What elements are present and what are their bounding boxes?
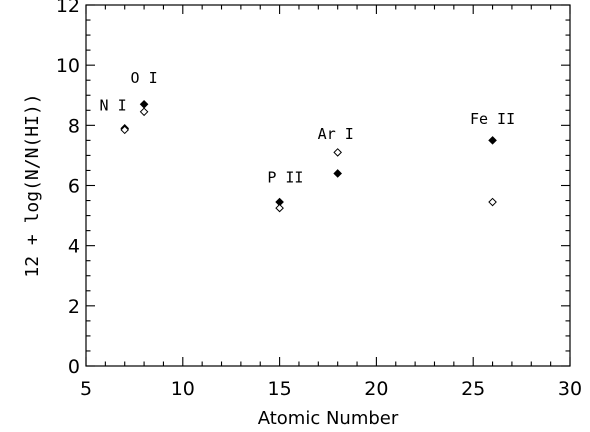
y-tick-label: 2 — [68, 296, 80, 318]
axis-ticks — [85, 4, 571, 367]
y-tick-label: 0 — [68, 356, 80, 378]
element-annotation: N I — [100, 96, 127, 114]
open-diamond-point — [333, 148, 342, 157]
filled-diamond-point — [488, 136, 497, 145]
x-tick-label: 25 — [461, 378, 485, 400]
x-tick-label: 30 — [558, 378, 582, 400]
open-diamond-point — [120, 125, 130, 135]
y-axis-label: 12 + log(N/N(HI)) — [22, 93, 43, 277]
x-tick-label: 15 — [268, 378, 292, 400]
filled-diamond-point — [139, 99, 149, 109]
y-tick-label: 4 — [68, 236, 80, 258]
y-tick-label: 8 — [68, 115, 80, 137]
y-tick-label: 10 — [56, 55, 80, 77]
x-axis-label: Atomic Number — [258, 408, 399, 429]
axis-tick-labels: 5 10 15 20 25 30 0 2 4 6 8 10 12 — [56, 0, 582, 400]
x-tick-label: 5 — [80, 378, 92, 400]
point-annotations: N IO I P II Ar I Fe II — [100, 69, 516, 186]
open-diamond-point — [275, 203, 284, 213]
element-annotation: O I — [131, 69, 158, 87]
x-tick-label: 10 — [171, 378, 195, 400]
element-annotation: P II — [267, 168, 303, 186]
plot-frame — [85, 4, 571, 367]
filled-diamond-point — [333, 169, 342, 178]
x-tick-label: 20 — [364, 378, 388, 400]
data-points — [120, 99, 497, 213]
element-annotation: Fe II — [470, 110, 515, 128]
y-tick-label: 12 — [56, 0, 80, 17]
element-annotation: Ar I — [318, 125, 354, 143]
open-diamond-point — [488, 197, 497, 207]
y-tick-label: 6 — [68, 176, 80, 198]
open-diamond-point — [139, 107, 149, 117]
